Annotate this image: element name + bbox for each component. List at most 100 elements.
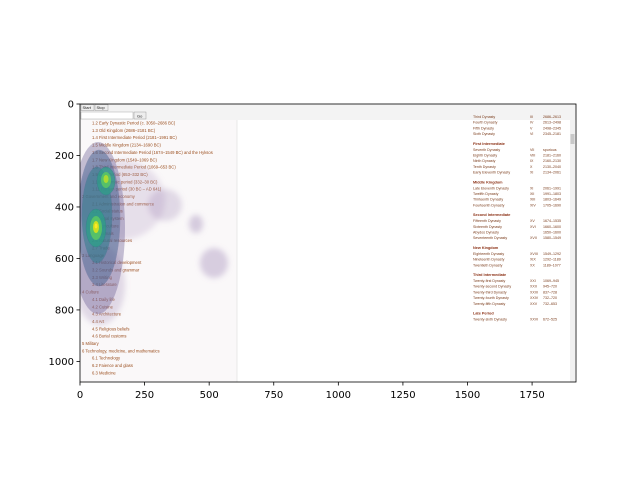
dynasty-name[interactable]: Nineteenth Dynasty — [473, 258, 505, 262]
dynasty-dates: 1292–1189 — [543, 258, 561, 262]
toc-link[interactable]: 6.3 Medicine — [92, 370, 116, 375]
dynasty-name[interactable]: Thirteenth Dynasty — [473, 198, 503, 202]
dynasty-name[interactable]: Twenty-fifth Dynasty — [473, 302, 506, 306]
toc-link[interactable]: 1.7 New Kingdom (1549–1069 BC) — [92, 157, 158, 162]
toc-link[interactable]: 1.5 Middle Kingdom (2134–1690 BC) — [92, 143, 162, 148]
dynasty-numeral: XV — [530, 219, 535, 223]
dynasty-dates: 1660–1600 — [543, 225, 561, 229]
start-button[interactable] — [80, 104, 95, 111]
heatmap-contours — [80, 142, 125, 314]
dynasty-name[interactable]: Fifth Dynasty — [473, 126, 494, 130]
dynasty-dates: 2686–2613 — [543, 115, 561, 119]
dynasty-name[interactable]: Twenty-third Dynasty — [473, 290, 507, 294]
dynasty-numeral: IX — [530, 159, 534, 163]
toc-link[interactable]: 4.5 Religious beliefs — [92, 326, 129, 331]
dynasty-numeral: XVII — [530, 236, 537, 240]
dynasty-dates: 1803–1649 — [543, 198, 561, 202]
page-scrollbar-thumb[interactable] — [570, 134, 575, 144]
dynasty-numeral: XXV — [530, 302, 538, 306]
dynasty-dates: 1069–945 — [543, 279, 559, 283]
y-tick-label: 0 — [68, 100, 74, 111]
toc-link[interactable]: 5 Military — [82, 341, 100, 346]
dynasty-name[interactable]: Twentieth Dynasty — [473, 263, 503, 267]
x-tick-label: 1250 — [390, 390, 415, 401]
dynasty-numeral: VI — [530, 132, 533, 136]
toc-link[interactable]: 6.2 Faience and glass — [92, 363, 133, 368]
dynasty-dates: 1549–1292 — [543, 252, 561, 256]
dynasty-numeral: X — [530, 165, 533, 169]
dynasty-numeral: V — [530, 126, 533, 130]
dynasty-name[interactable]: Early Eleventh Dynasty — [473, 171, 510, 175]
dynasty-dates: spurious — [543, 148, 557, 152]
dynasty-numeral: III — [530, 115, 533, 119]
x-tick-label: 0 — [77, 390, 83, 401]
dynasty-numeral: IV — [530, 121, 534, 125]
dynasty-numeral: XI — [530, 171, 533, 175]
dynasty-numeral: XII — [530, 192, 534, 196]
y-axis: 0 200 400 600 800 1000 — [49, 100, 80, 368]
x-tick-label: 250 — [135, 390, 154, 401]
dynasty-dates: 1650–1600 — [543, 231, 561, 235]
screenshot-image: Start Stop Go 1.2 Early Dynastic Period … — [80, 104, 576, 382]
dynasty-dates: 1189–1077 — [543, 263, 561, 267]
dynasty-name[interactable]: Sixth Dynasty — [473, 132, 495, 136]
go-button-label: Go — [137, 113, 143, 118]
x-tick-label: 1500 — [455, 390, 480, 401]
toc-link[interactable]: 6 Technology, medicine, and mathematics — [82, 348, 160, 353]
dynasty-name[interactable]: Ninth Dynasty — [473, 159, 496, 163]
stop-button[interactable] — [94, 104, 109, 111]
dynasty-name[interactable]: Twenty-sixth Dynasty — [473, 318, 507, 322]
dynasty-numeral: XVIII — [530, 252, 538, 256]
dynasty-name[interactable]: Fourth Dynasty — [473, 121, 498, 125]
dynasty-name[interactable]: Third Dynasty — [473, 115, 495, 119]
toc-link[interactable]: 2.6 Natural resources — [92, 238, 132, 243]
dynasty-name[interactable]: Sixteenth Dynasty — [473, 225, 502, 229]
toc-link[interactable]: 1.2 Early Dynastic Period (c. 3050–2686 … — [92, 121, 176, 126]
dynasty-name[interactable]: Fifteenth Dynasty — [473, 219, 501, 223]
dynasty-section-heading: Third Intermediate — [473, 273, 506, 277]
address-input[interactable] — [80, 111, 134, 120]
toc-link[interactable]: 1.4 First Intermediate Period (2181–1991… — [92, 135, 177, 140]
dynasty-name[interactable]: Twenty-first Dynasty — [473, 279, 506, 283]
dynasty-numeral: XXI — [530, 279, 536, 283]
dynasty-dates: 2130–2040 — [543, 165, 561, 169]
dynasty-dates: 2160–2130 — [543, 159, 561, 163]
dynasty-numeral: XXVI — [530, 318, 538, 322]
dynasty-name[interactable]: Late Eleventh Dynasty — [473, 186, 509, 190]
dynasty-numeral: XI — [530, 186, 533, 190]
dynasty-section-heading: New Kingdom — [473, 246, 499, 250]
x-tick-label: 1750 — [519, 390, 544, 401]
dynasty-dates: 2181–2160 — [543, 154, 561, 158]
toc-link[interactable]: 4.6 Burial customs — [92, 334, 126, 339]
dynasty-name[interactable]: Abydos Dynasty — [473, 231, 499, 235]
dynasty-name[interactable]: Twenty-fourth Dynasty — [473, 296, 509, 300]
dynasty-dates: 837–728 — [543, 290, 557, 294]
x-tick-label: 1000 — [326, 390, 351, 401]
dynasty-dates: 732–653 — [543, 302, 557, 306]
go-button[interactable] — [133, 111, 147, 120]
dynasty-name[interactable]: Eighth Dynasty — [473, 154, 497, 158]
dynasty-dates: 2134–2061 — [543, 171, 561, 175]
dynasty-table: Third Dynasty III 2686–2613 Fourth Dynasty I… — [473, 115, 561, 322]
dynasty-name[interactable]: Twelfth Dynasty — [473, 192, 499, 196]
x-tick-label: 750 — [264, 390, 283, 401]
toc-link[interactable]: 1.6 Second Intermediate Period (1674–154… — [92, 150, 213, 155]
heatmap-upper-peak — [103, 175, 109, 183]
dynasty-name[interactable]: Seventeenth Dynasty — [473, 236, 507, 240]
dynasty-dates: 1580–1549 — [543, 236, 561, 240]
dynasty-section-heading: Second Intermediate — [473, 213, 510, 217]
dynasty-dates: 732–720 — [543, 296, 557, 300]
dynasty-numeral: VIII — [530, 154, 535, 158]
x-axis: 0 250 500 750 1000 1250 1500 1750 — [77, 382, 545, 401]
dynasty-name[interactable]: Twenty-second Dynasty — [473, 285, 511, 289]
dynasty-name[interactable]: Eighteenth Dynasty — [473, 252, 504, 256]
dynasty-name[interactable]: Fourteenth Dynasty — [473, 203, 505, 207]
dynasty-name[interactable]: Seventh Dynasty — [473, 148, 500, 152]
y-tick-label: 1000 — [49, 357, 74, 368]
toc-link[interactable]: 6.1 Technology — [92, 356, 121, 361]
dynasty-name[interactable]: Tenth Dynasty — [473, 165, 496, 169]
dynasty-numeral: XXIV — [530, 296, 539, 300]
toc-link[interactable]: 1.3 Old Kingdom (2686–2181 BC) — [92, 128, 156, 133]
page-scrollbar[interactable] — [570, 120, 575, 382]
